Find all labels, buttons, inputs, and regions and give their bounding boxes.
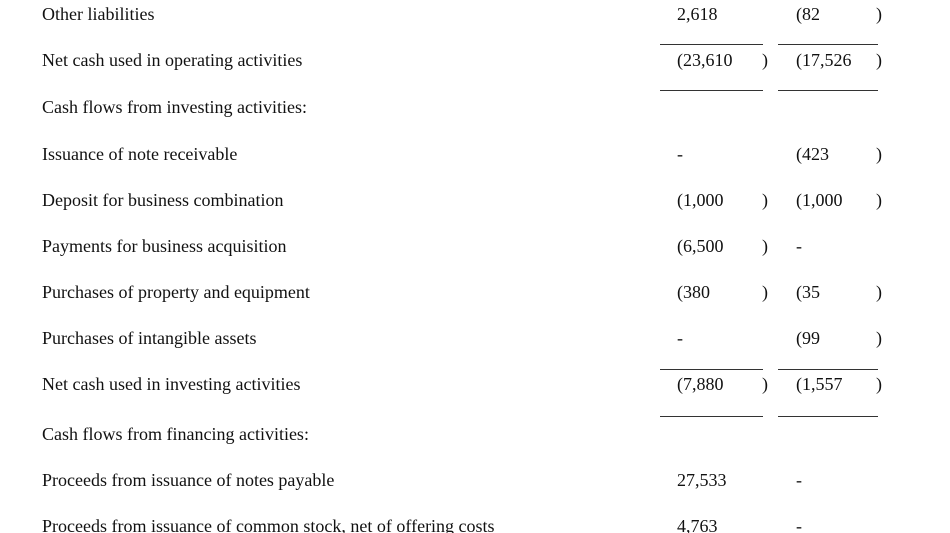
prior-year-value: (423 bbox=[796, 144, 829, 164]
statement-row: Proceeds from issuance of common stock, … bbox=[0, 514, 950, 533]
statement-row: Other liabilities 2,618 (82) bbox=[0, 2, 950, 26]
current-year-paren: ) bbox=[762, 236, 768, 256]
current-year-paren: ) bbox=[762, 282, 768, 302]
prior-year-value: - bbox=[796, 516, 802, 533]
statement-row: Issuance of note receivable - (423) bbox=[0, 142, 950, 166]
current-year-value: (6,500 bbox=[677, 236, 724, 256]
row-label: Proceeds from issuance of common stock, … bbox=[42, 516, 495, 533]
current-year-value: (1,000 bbox=[677, 190, 724, 210]
row-label: Other liabilities bbox=[42, 4, 155, 24]
prior-year-paren: ) bbox=[876, 374, 882, 394]
statement-row: Net cash used in investing activities (7,… bbox=[0, 372, 950, 396]
subtotal-rule bbox=[660, 44, 763, 45]
row-label: Proceeds from issuance of notes payable bbox=[42, 470, 335, 490]
current-year-paren: ) bbox=[762, 374, 768, 394]
row-label: Issuance of note receivable bbox=[42, 144, 238, 164]
prior-year-value: - bbox=[796, 470, 802, 490]
total-rule bbox=[778, 416, 878, 417]
total-rule bbox=[660, 416, 763, 417]
total-rule bbox=[778, 90, 878, 91]
current-year-paren: ) bbox=[762, 190, 768, 210]
current-year-value: 2,618 bbox=[677, 4, 718, 24]
statement-row: Purchases of intangible assets - (99) bbox=[0, 326, 950, 350]
current-year-value: - bbox=[677, 328, 683, 348]
row-label: Deposit for business combination bbox=[42, 190, 284, 210]
prior-year-paren: ) bbox=[876, 282, 882, 302]
statement-row: Net cash used in operating activities (23… bbox=[0, 48, 950, 72]
prior-year-value: (1,557 bbox=[796, 374, 843, 394]
row-label: Purchases of property and equipment bbox=[42, 282, 310, 302]
statement-row: Deposit for business combination (1,000) (… bbox=[0, 188, 950, 212]
prior-year-value: (35 bbox=[796, 282, 820, 302]
prior-year-paren: ) bbox=[876, 328, 882, 348]
current-year-value: (23,610 bbox=[677, 50, 733, 70]
prior-year-value: (1,000 bbox=[796, 190, 843, 210]
prior-year-value: - bbox=[796, 236, 802, 256]
current-year-value: - bbox=[677, 144, 683, 164]
subtotal-rule bbox=[660, 369, 763, 370]
prior-year-value: (17,526 bbox=[796, 50, 852, 70]
subtotal-rule bbox=[778, 369, 878, 370]
current-year-value: (380 bbox=[677, 282, 710, 302]
prior-year-value: (82 bbox=[796, 4, 820, 24]
prior-year-paren: ) bbox=[876, 4, 882, 24]
current-year-value: 4,763 bbox=[677, 516, 718, 533]
statement-row: Cash flows from financing activities: bbox=[0, 422, 950, 446]
row-label: Purchases of intangible assets bbox=[42, 328, 257, 348]
statement-row: Proceeds from issuance of notes payable 2… bbox=[0, 468, 950, 492]
current-year-paren: ) bbox=[762, 50, 768, 70]
row-label: Net cash used in investing activities bbox=[42, 374, 301, 394]
prior-year-paren: ) bbox=[876, 144, 882, 164]
subtotal-rule bbox=[778, 44, 878, 45]
row-label: Net cash used in operating activities bbox=[42, 50, 303, 70]
prior-year-paren: ) bbox=[876, 190, 882, 210]
total-rule bbox=[660, 90, 763, 91]
prior-year-value: (99 bbox=[796, 328, 820, 348]
statement-row: Cash flows from investing activities: bbox=[0, 95, 950, 119]
prior-year-paren: ) bbox=[876, 50, 882, 70]
row-label: Payments for business acquisition bbox=[42, 236, 287, 256]
statement-row: Purchases of property and equipment (380)… bbox=[0, 280, 950, 304]
current-year-value: (7,880 bbox=[677, 374, 724, 394]
row-label: Cash flows from investing activities: bbox=[42, 97, 307, 117]
row-label: Cash flows from financing activities: bbox=[42, 424, 309, 444]
current-year-value: 27,533 bbox=[677, 470, 727, 490]
statement-row: Payments for business acquisition (6,500)… bbox=[0, 234, 950, 258]
